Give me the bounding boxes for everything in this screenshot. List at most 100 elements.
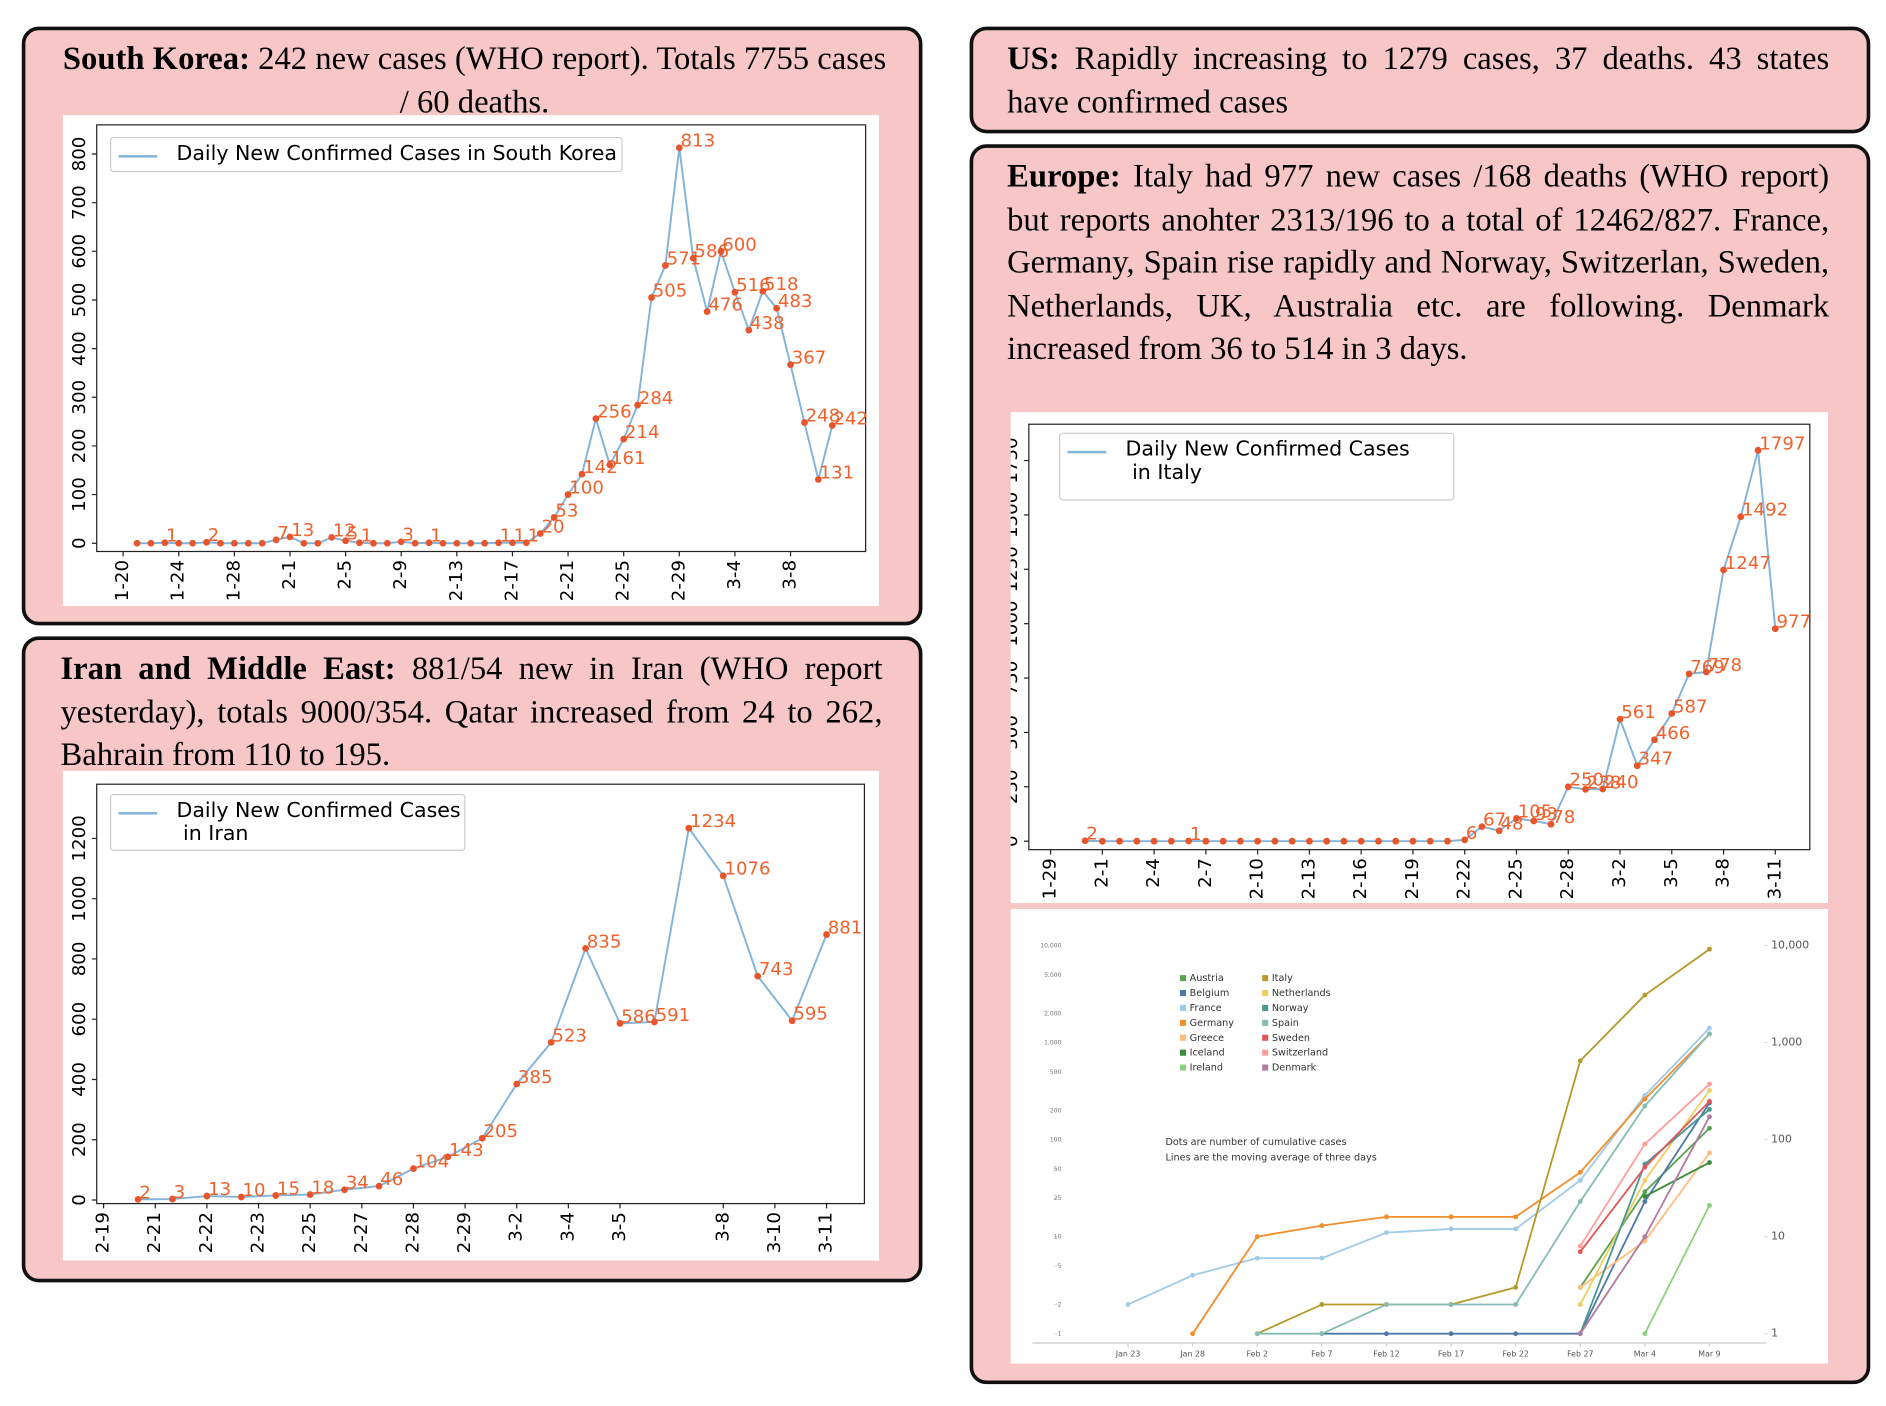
legend-swatch bbox=[1179, 990, 1186, 997]
data-point bbox=[375, 1182, 383, 1190]
legend-label: Italy bbox=[1272, 973, 1293, 984]
x-tick-label: 2-16 bbox=[1350, 858, 1371, 899]
x-tick-label: 2-25 bbox=[613, 560, 634, 601]
data-point bbox=[536, 530, 544, 537]
x-tick-label: 3-2 bbox=[1609, 858, 1630, 888]
y-tick-label: 800 bbox=[69, 137, 90, 172]
chart-svg: 025050075010001250150017501-292-12-42-72… bbox=[1011, 423, 1811, 899]
data-point bbox=[230, 539, 238, 547]
series-dot bbox=[1384, 1230, 1389, 1236]
series-line bbox=[1256, 948, 1710, 1335]
x-tick-label: 2-4 bbox=[1143, 858, 1164, 888]
y-tick-label: 1250 bbox=[1011, 546, 1022, 592]
series-dot bbox=[1707, 1202, 1712, 1208]
data-point bbox=[689, 254, 697, 262]
data-point bbox=[1409, 837, 1417, 845]
legend-label: Denmark bbox=[1272, 1063, 1317, 1074]
x-tick-label: 1-29 bbox=[1040, 858, 1061, 899]
legend-swatch bbox=[1179, 1004, 1186, 1011]
data-point bbox=[1702, 668, 1710, 676]
data-point bbox=[237, 1193, 245, 1201]
y-tick-label: 100 bbox=[1050, 1137, 1062, 1144]
data-point bbox=[467, 539, 475, 547]
series-dot bbox=[1577, 1331, 1583, 1337]
y-tick-label: 800 bbox=[69, 942, 90, 977]
y-tick-label: 5 bbox=[1058, 1263, 1062, 1270]
data-point bbox=[550, 514, 558, 521]
data-label: 1076 bbox=[724, 859, 770, 880]
data-point bbox=[634, 401, 641, 409]
panel bbox=[969, 26, 1871, 134]
x-tick-label: Feb 12 bbox=[1373, 1349, 1399, 1358]
chart-svg: 0 100 200 300 400 500 600 700 800 1-20 1-24 1-28 2-1… bbox=[69, 124, 868, 601]
series-dot bbox=[1642, 992, 1648, 998]
series-dot bbox=[1642, 1103, 1648, 1109]
panel-text: South Korea: 242 new cases (WHO report).… bbox=[60, 38, 888, 124]
x-tick-label: 3-11 bbox=[1764, 858, 1785, 899]
x-tick-label: 2-22 bbox=[1454, 858, 1475, 899]
data-label: 248 bbox=[806, 405, 841, 426]
series-line bbox=[1127, 1027, 1711, 1306]
heading: Europe: bbox=[1007, 157, 1121, 194]
data-label: 1 bbox=[1190, 824, 1202, 845]
data-label: 483 bbox=[778, 291, 813, 312]
series-dot bbox=[1190, 1331, 1196, 1337]
data-label: 15 bbox=[277, 1178, 300, 1199]
series-dot bbox=[1319, 1255, 1325, 1261]
data-point bbox=[522, 539, 530, 547]
data-label: 214 bbox=[625, 422, 660, 443]
y-tick-label: 700 bbox=[69, 185, 90, 220]
data-label: 2 bbox=[1086, 824, 1098, 845]
data-label: 1 bbox=[430, 526, 442, 547]
y-tick-label: 0 bbox=[69, 1194, 90, 1206]
data-point bbox=[1116, 837, 1123, 845]
data-point bbox=[651, 1018, 658, 1026]
data-label: 367 bbox=[792, 348, 827, 369]
body-text: Italy had 977 new cases /168 deaths (WHO… bbox=[1007, 157, 1830, 367]
data-point bbox=[582, 945, 589, 952]
data-label: 100 bbox=[569, 477, 604, 498]
series-line bbox=[1257, 1033, 1711, 1335]
series-dot bbox=[1577, 1249, 1583, 1255]
data-point bbox=[828, 422, 836, 429]
legend-label: Iceland bbox=[1190, 1048, 1225, 1059]
series-dot bbox=[1642, 1096, 1648, 1102]
y-tick-label: 5,000 bbox=[1044, 972, 1061, 979]
data-label: 10 bbox=[243, 1180, 266, 1201]
legend-swatch bbox=[1262, 1004, 1269, 1011]
data-line bbox=[1085, 450, 1777, 843]
body-text: 881/54 new in Iran (WHO report yesterday… bbox=[60, 649, 883, 773]
data-label: 238 bbox=[1587, 772, 1622, 793]
data-point bbox=[1564, 783, 1572, 791]
y-tick-label: 500 bbox=[1011, 715, 1022, 750]
series-dot bbox=[1642, 1193, 1648, 1199]
panel-text: Europe: Italy had 977 new cases /168 dea… bbox=[1007, 155, 1829, 370]
heading: South Korea: bbox=[62, 39, 250, 77]
data-label: 476 bbox=[708, 295, 743, 316]
data-label: 385 bbox=[518, 1067, 553, 1088]
data-point bbox=[606, 461, 614, 469]
series-dot bbox=[1642, 1331, 1648, 1337]
data-point bbox=[175, 539, 183, 547]
legend-swatch bbox=[1262, 990, 1269, 997]
legend-swatch bbox=[1262, 1049, 1269, 1056]
legend-label: Switzerland bbox=[1272, 1048, 1328, 1059]
data-point bbox=[478, 1134, 486, 1142]
data-label: 586 bbox=[621, 1006, 656, 1027]
x-tick-label: Feb 7 bbox=[1311, 1349, 1332, 1358]
y-tick-label: 10 bbox=[1054, 1234, 1062, 1241]
data-point bbox=[370, 539, 377, 547]
legend-swatch bbox=[1262, 1034, 1269, 1041]
data-point bbox=[356, 539, 363, 547]
series-dot bbox=[1577, 1302, 1583, 1307]
data-point bbox=[547, 1039, 555, 1046]
data-point bbox=[578, 470, 586, 478]
series-dot bbox=[1254, 1255, 1260, 1261]
x-tick-label: Jan 23 bbox=[1115, 1349, 1141, 1358]
y-tick-label: 1750 bbox=[1011, 437, 1022, 483]
data-point bbox=[1150, 837, 1158, 845]
x-tick-label: 2-28 bbox=[1557, 858, 1578, 899]
series-dot bbox=[1513, 1302, 1519, 1307]
data-point bbox=[244, 539, 252, 547]
